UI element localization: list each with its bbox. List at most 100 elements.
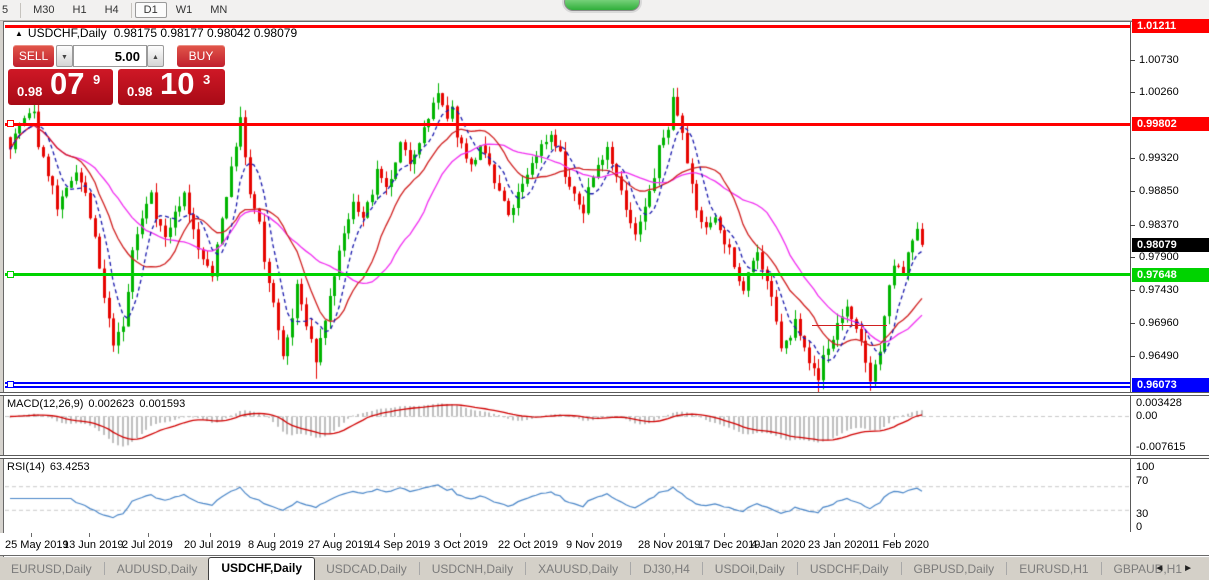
tab-scroll-arrows[interactable]: [1154, 563, 1201, 574]
volume-input[interactable]: [73, 45, 147, 67]
chart-tab-usdchf-daily[interactable]: USDCHF,Daily: [208, 557, 316, 580]
price-tick-label: 0.97900: [1139, 251, 1179, 264]
chart-tab-dj30-h4[interactable]: DJ30,H4: [643, 562, 690, 576]
tab-separator: [630, 562, 632, 575]
price-badge-0.96073: 0.96073: [1132, 377, 1209, 392]
date-tick: [592, 533, 593, 537]
chart-tab-usdchf-daily[interactable]: USDCHF,Daily: [809, 562, 889, 576]
date-tick: [664, 533, 665, 537]
ohlc-values: 0.98175 0.98177 0.98042 0.98079: [113, 26, 298, 40]
date-tick: [524, 533, 525, 537]
date-label: 20 Jul 2019: [184, 539, 241, 551]
price-tick: [1130, 323, 1135, 325]
price-tick: [1130, 257, 1135, 259]
macd-indicator-canvas[interactable]: [5, 396, 1130, 455]
rsi-indicator-canvas[interactable]: [5, 459, 1130, 532]
volume-decrease-button[interactable]: [56, 45, 73, 67]
timeframe-mn[interactable]: MN: [210, 4, 228, 16]
hline-resistance-upper[interactable]: [5, 24, 1130, 28]
timeframe-w1[interactable]: W1: [175, 4, 193, 16]
date-label: 13 Jun 2019: [63, 539, 124, 551]
price-tick-label: 0.97430: [1139, 284, 1179, 297]
date-tick: [210, 533, 211, 537]
volume-increase-button[interactable]: [147, 45, 164, 67]
tab-separator: [701, 562, 703, 575]
rsi-header: RSI(14) 63.4253: [7, 461, 95, 473]
timeframe-d1[interactable]: D1: [134, 2, 167, 18]
macd-rsi-splitter[interactable]: [0, 455, 1209, 459]
buy-price-prefix: 0.98: [127, 84, 153, 99]
sell-price-pip: 9: [93, 72, 101, 87]
timeframe-h4[interactable]: H4: [104, 4, 119, 16]
timeframe-m30[interactable]: M30: [33, 4, 55, 16]
hline-resistance[interactable]: [5, 122, 1130, 126]
hline-marker[interactable]: [7, 120, 14, 128]
price-tick-label: 0.98850: [1139, 184, 1179, 197]
chart-macd-splitter[interactable]: [0, 392, 1209, 396]
chart-tab-usdcad-daily[interactable]: USDCAD,Daily: [326, 562, 407, 576]
date-tick: [834, 533, 835, 537]
toolbar-separator: [20, 2, 22, 18]
price-tick-label: 0.96960: [1139, 317, 1179, 330]
date-tick: [724, 533, 725, 537]
chart-tab-usdcnh-daily[interactable]: USDCNH,Daily: [431, 562, 514, 576]
price-axis-separator: [1130, 22, 1131, 532]
buy-button[interactable]: BUY: [177, 45, 225, 67]
timeframe-5[interactable]: 5: [2, 4, 9, 16]
chart-tab-usdoil-daily[interactable]: USDOil,Daily: [714, 562, 785, 576]
chart-tab-bar: EURUSD,Daily AUDUSD,Daily USDCHF,Daily USDC…: [0, 557, 1209, 580]
date-label: 23 Jan 2020: [808, 539, 869, 551]
price-tick-label: 0.99320: [1139, 152, 1179, 165]
hline-marker[interactable]: [7, 270, 14, 278]
rsi-name: RSI(14): [7, 461, 45, 473]
sell-price-prefix: 0.98: [17, 84, 43, 99]
trendline-segment[interactable]: [812, 325, 887, 326]
indicator-axis-label: 0.00: [1136, 410, 1158, 422]
new-order-button[interactable]: [564, 0, 640, 11]
indicator-axis-label: 30: [1136, 508, 1149, 520]
date-tick: [89, 533, 90, 537]
date-label: 2 Jul 2019: [122, 539, 173, 551]
chart-tab-audusd-daily[interactable]: AUDUSD,Daily: [116, 562, 198, 576]
timeframe-h1[interactable]: H1: [72, 4, 87, 16]
tab-separator: [525, 562, 527, 575]
macd-value-signal: 0.001593: [139, 398, 186, 410]
sell-price-big: 07: [50, 66, 85, 101]
hline-support[interactable]: [5, 273, 1130, 277]
price-badge-0.99802: 0.99802: [1132, 117, 1209, 132]
chart-tab-eurusd-h1[interactable]: EURUSD,H1: [1019, 562, 1089, 576]
toolbar-separator: [130, 2, 132, 18]
sell-button[interactable]: SELL: [13, 45, 54, 67]
hline-marker[interactable]: [7, 380, 14, 388]
hline-support-lower[interactable]: [5, 381, 1130, 384]
date-label: 14 Sep 2019: [368, 539, 431, 551]
macd-value-main: 0.002623: [88, 398, 135, 410]
symbol-label: USDCHF,Daily: [27, 26, 107, 40]
date-tick: [777, 533, 778, 537]
chart-title: USDCHF,Daily 0.98175 0.98177 0.98042 0.98…: [15, 26, 297, 40]
collapse-triangle-icon[interactable]: [15, 26, 28, 40]
chart-tab-gbpusd-daily[interactable]: GBPUSD,Daily: [913, 562, 995, 576]
chart-tab-eurusd-daily[interactable]: EURUSD,Daily: [11, 562, 92, 576]
price-tick: [1130, 355, 1135, 357]
price-tick-label: 1.00260: [1139, 86, 1179, 99]
chart-tab-xauusd-daily[interactable]: XAUUSD,Daily: [538, 562, 619, 576]
hline-support-lower-2[interactable]: [5, 385, 1130, 388]
buy-price-box[interactable]: 0.98 10 3: [118, 66, 225, 105]
price-tick: [1130, 290, 1135, 292]
indicator-axis-label: 100: [1136, 461, 1155, 473]
date-label: 28 Nov 2019: [638, 539, 701, 551]
price-badge-0.98079: 0.98079: [1132, 237, 1209, 252]
date-tick: [460, 533, 461, 537]
date-label: 4 Jan 2020: [751, 539, 806, 551]
tab-separator: [1006, 562, 1008, 575]
date-tick: [274, 533, 275, 537]
date-label: 27 Aug 2019: [308, 539, 370, 551]
macd-header: MACD(12,26,9) 0.002623 0.001593: [7, 398, 190, 410]
indicator-axis-label: 70: [1136, 475, 1149, 487]
price-tick-label: 0.98370: [1139, 218, 1179, 231]
date-tick: [334, 533, 335, 537]
sell-price-box[interactable]: 0.98 07 9: [8, 66, 113, 105]
date-label: 9 Nov 2019: [566, 539, 623, 551]
date-label: 17 Dec 2019: [698, 539, 761, 551]
